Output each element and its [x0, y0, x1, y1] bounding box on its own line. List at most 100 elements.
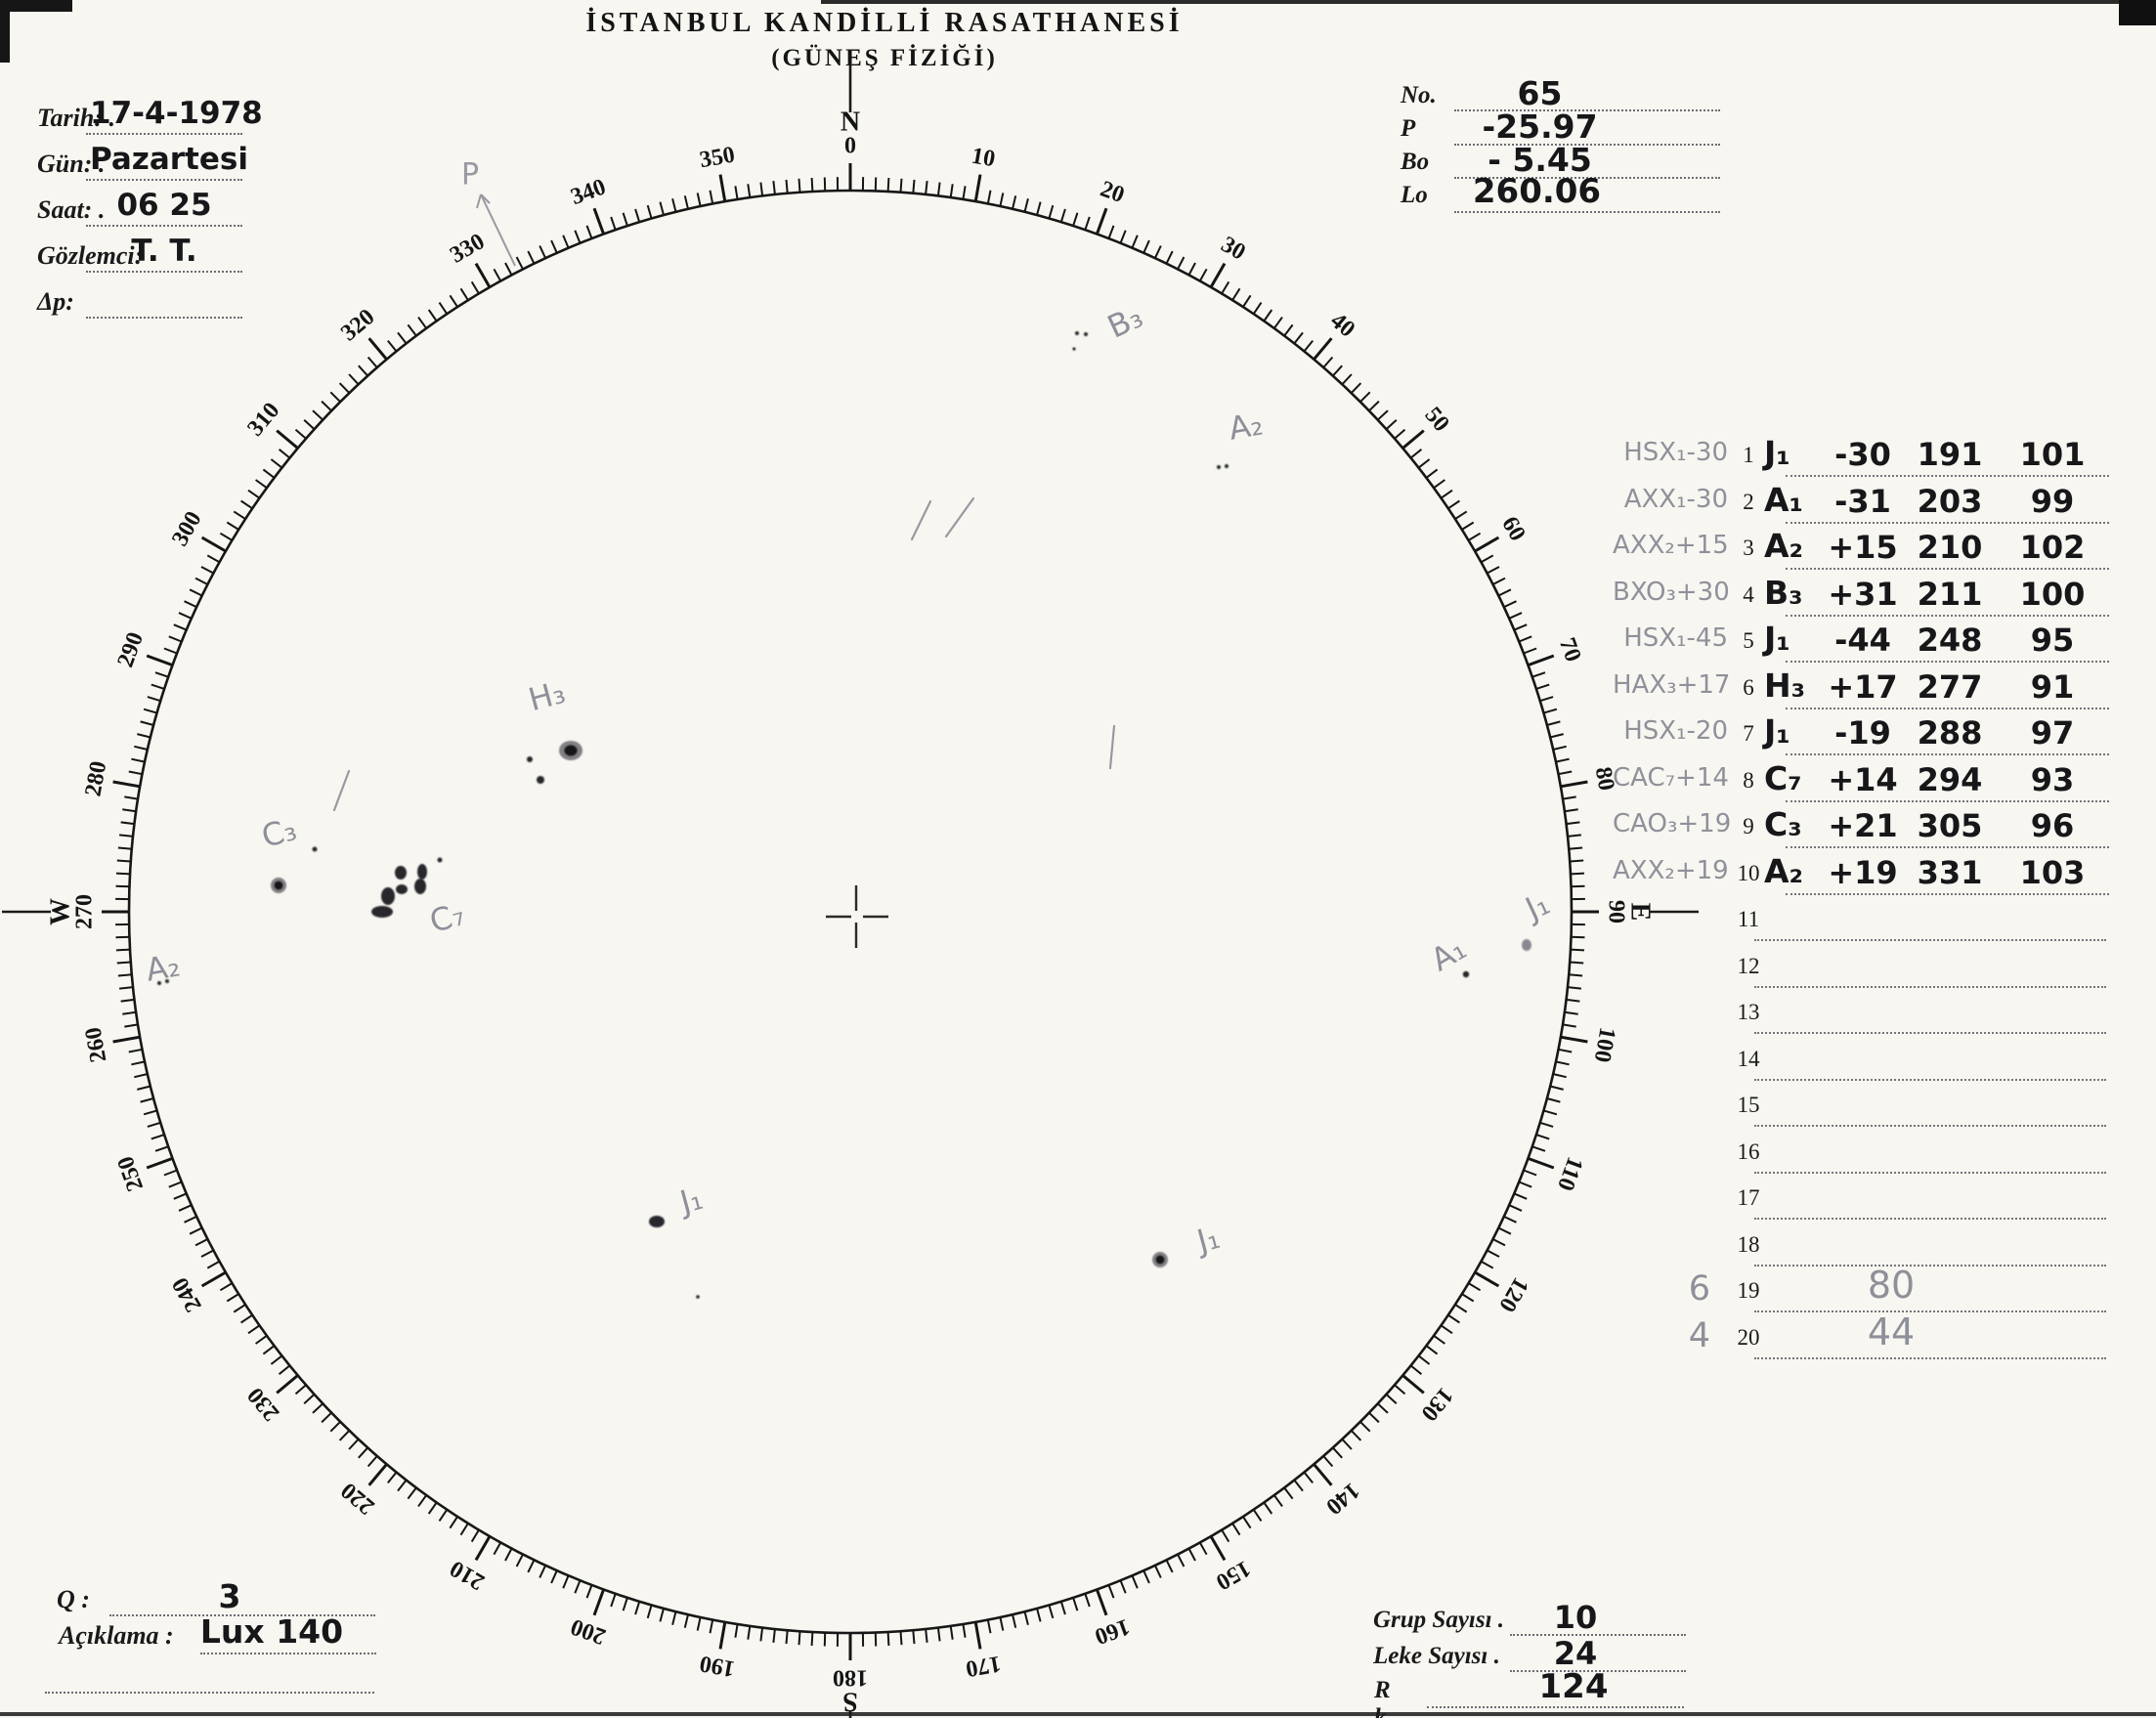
row-value-3: 91 [2030, 667, 2075, 706]
observatory-title: İSTANBUL KANDİLLİ RASATHANESİ [585, 8, 1184, 38]
row-value-3: 102 [2019, 529, 2086, 566]
fill-line [1454, 140, 1720, 146]
date-label: Tarih: . [37, 104, 115, 132]
row-number: 3 [1743, 536, 1754, 560]
row-value-3: 93 [2030, 760, 2075, 798]
degree-label: 260 [80, 1025, 111, 1064]
sunspot [414, 879, 426, 894]
sunspot [396, 884, 408, 894]
table-row-7: HSX₁-20 7 J₁ -19 288 97 [1613, 712, 2121, 757]
row-number: 20 [1737, 1324, 1760, 1350]
row-number: 7 [1743, 721, 1754, 746]
table-row-18: 18 [1613, 1224, 2121, 1268]
row-line [1754, 1261, 2106, 1267]
row-value-1: +19 [1828, 853, 1898, 891]
row-value-1: +21 [1828, 807, 1898, 844]
scan-artifact [821, 0, 2156, 4]
bo-label: Bo [1401, 149, 1430, 175]
row-value-1: +31 [1828, 575, 1898, 613]
row-line [1754, 982, 2106, 988]
sunspot [437, 857, 443, 863]
sunspot [312, 846, 318, 852]
pencil-stroke [944, 496, 975, 538]
row-number: 6 [1743, 674, 1754, 700]
row-line [1786, 704, 2109, 709]
lo-value: 260.06 [1472, 172, 1602, 211]
row-line [1786, 889, 2109, 895]
row-type: A₂ [1764, 851, 1803, 890]
row-code: AXX₂+19 [1613, 855, 1729, 885]
bo-value: - 5.45 [1488, 141, 1592, 179]
p-axis-marker: P [461, 158, 516, 267]
observatory-subtitle: (GÜNEŞ FİZİĞİ) [771, 45, 998, 71]
r-label: R [1374, 1677, 1391, 1703]
row-number: 14 [1737, 1046, 1760, 1071]
row-value-3: 97 [2030, 714, 2075, 752]
row-value-1: -30 [1834, 436, 1891, 473]
row-type: C₃ [1764, 805, 1802, 843]
row-number: 2 [1743, 489, 1754, 514]
row-value-2: 210 [1917, 529, 1983, 566]
sunspot [1217, 465, 1221, 469]
sunspot [1084, 332, 1088, 336]
sunspot [1075, 331, 1079, 335]
row-number: 16 [1737, 1138, 1760, 1164]
scan-artifact [0, 0, 10, 63]
sunspot [527, 756, 533, 762]
remark-value: Lux 140 [199, 1612, 344, 1651]
fill-line [86, 313, 242, 319]
row-value-3: 103 [2019, 853, 2086, 891]
sunspot [381, 887, 395, 905]
row-type: J₁ [1764, 712, 1790, 751]
row-line [1754, 1075, 2106, 1081]
table-row-11: 11 [1613, 898, 2121, 943]
pencil-stroke [332, 769, 351, 812]
row-number: 13 [1737, 1000, 1760, 1024]
observer-value: T. T. [131, 234, 197, 269]
degree-label: 190 [698, 1651, 737, 1682]
degree-label: 350 [698, 142, 737, 173]
row-line [1786, 518, 2109, 524]
pencil-stroke [1108, 724, 1116, 770]
sunspot-group-A2-north: A₂ [1217, 405, 1266, 469]
row-pencil-count: 4 [1688, 1315, 1710, 1355]
row-code: CAC₇+14 [1613, 762, 1729, 793]
row-number: 9 [1743, 814, 1754, 838]
row-value-1: +17 [1828, 667, 1898, 706]
sunspot [649, 1216, 665, 1227]
row-type: B₃ [1764, 573, 1803, 612]
row-line [1754, 1028, 2106, 1034]
row-line [1786, 471, 2109, 477]
group-label: A₂ [143, 946, 183, 988]
row-pencil-value: 80 [1867, 1264, 1916, 1307]
group-count-value: 10 [1553, 1599, 1598, 1636]
fill-line [1454, 207, 1720, 213]
row-number: 10 [1737, 860, 1760, 885]
row-line [1754, 935, 2106, 941]
row-value-2: 248 [1917, 622, 1983, 659]
row-value-1: -19 [1834, 714, 1891, 752]
time-label: Saat: . [37, 195, 106, 224]
p-label: P [1401, 115, 1416, 142]
no-label: No. [1401, 82, 1437, 108]
row-value-2: 305 [1917, 807, 1983, 844]
degree-label: 170 [964, 1651, 1003, 1682]
sunspot [1462, 970, 1470, 978]
spot-count-label: Leke Sayısı . [1373, 1643, 1500, 1669]
row-type: A₂ [1764, 527, 1803, 565]
day-label: Gün: . [37, 150, 106, 178]
table-row-16: 16 [1613, 1131, 2121, 1176]
degree-label: 270 [72, 894, 98, 929]
sunspot [537, 776, 544, 784]
table-row-8: CAC₇+14 8 C₇ +14 294 93 [1613, 759, 2121, 804]
q-value: 3 [218, 1577, 241, 1615]
row-line [1754, 1307, 2106, 1312]
row-number: 18 [1737, 1231, 1760, 1257]
fill-line [86, 221, 242, 227]
p-value: -25.97 [1482, 107, 1598, 146]
row-line [1754, 1168, 2106, 1174]
table-row-19: 19 6 80 [1613, 1264, 2121, 1314]
